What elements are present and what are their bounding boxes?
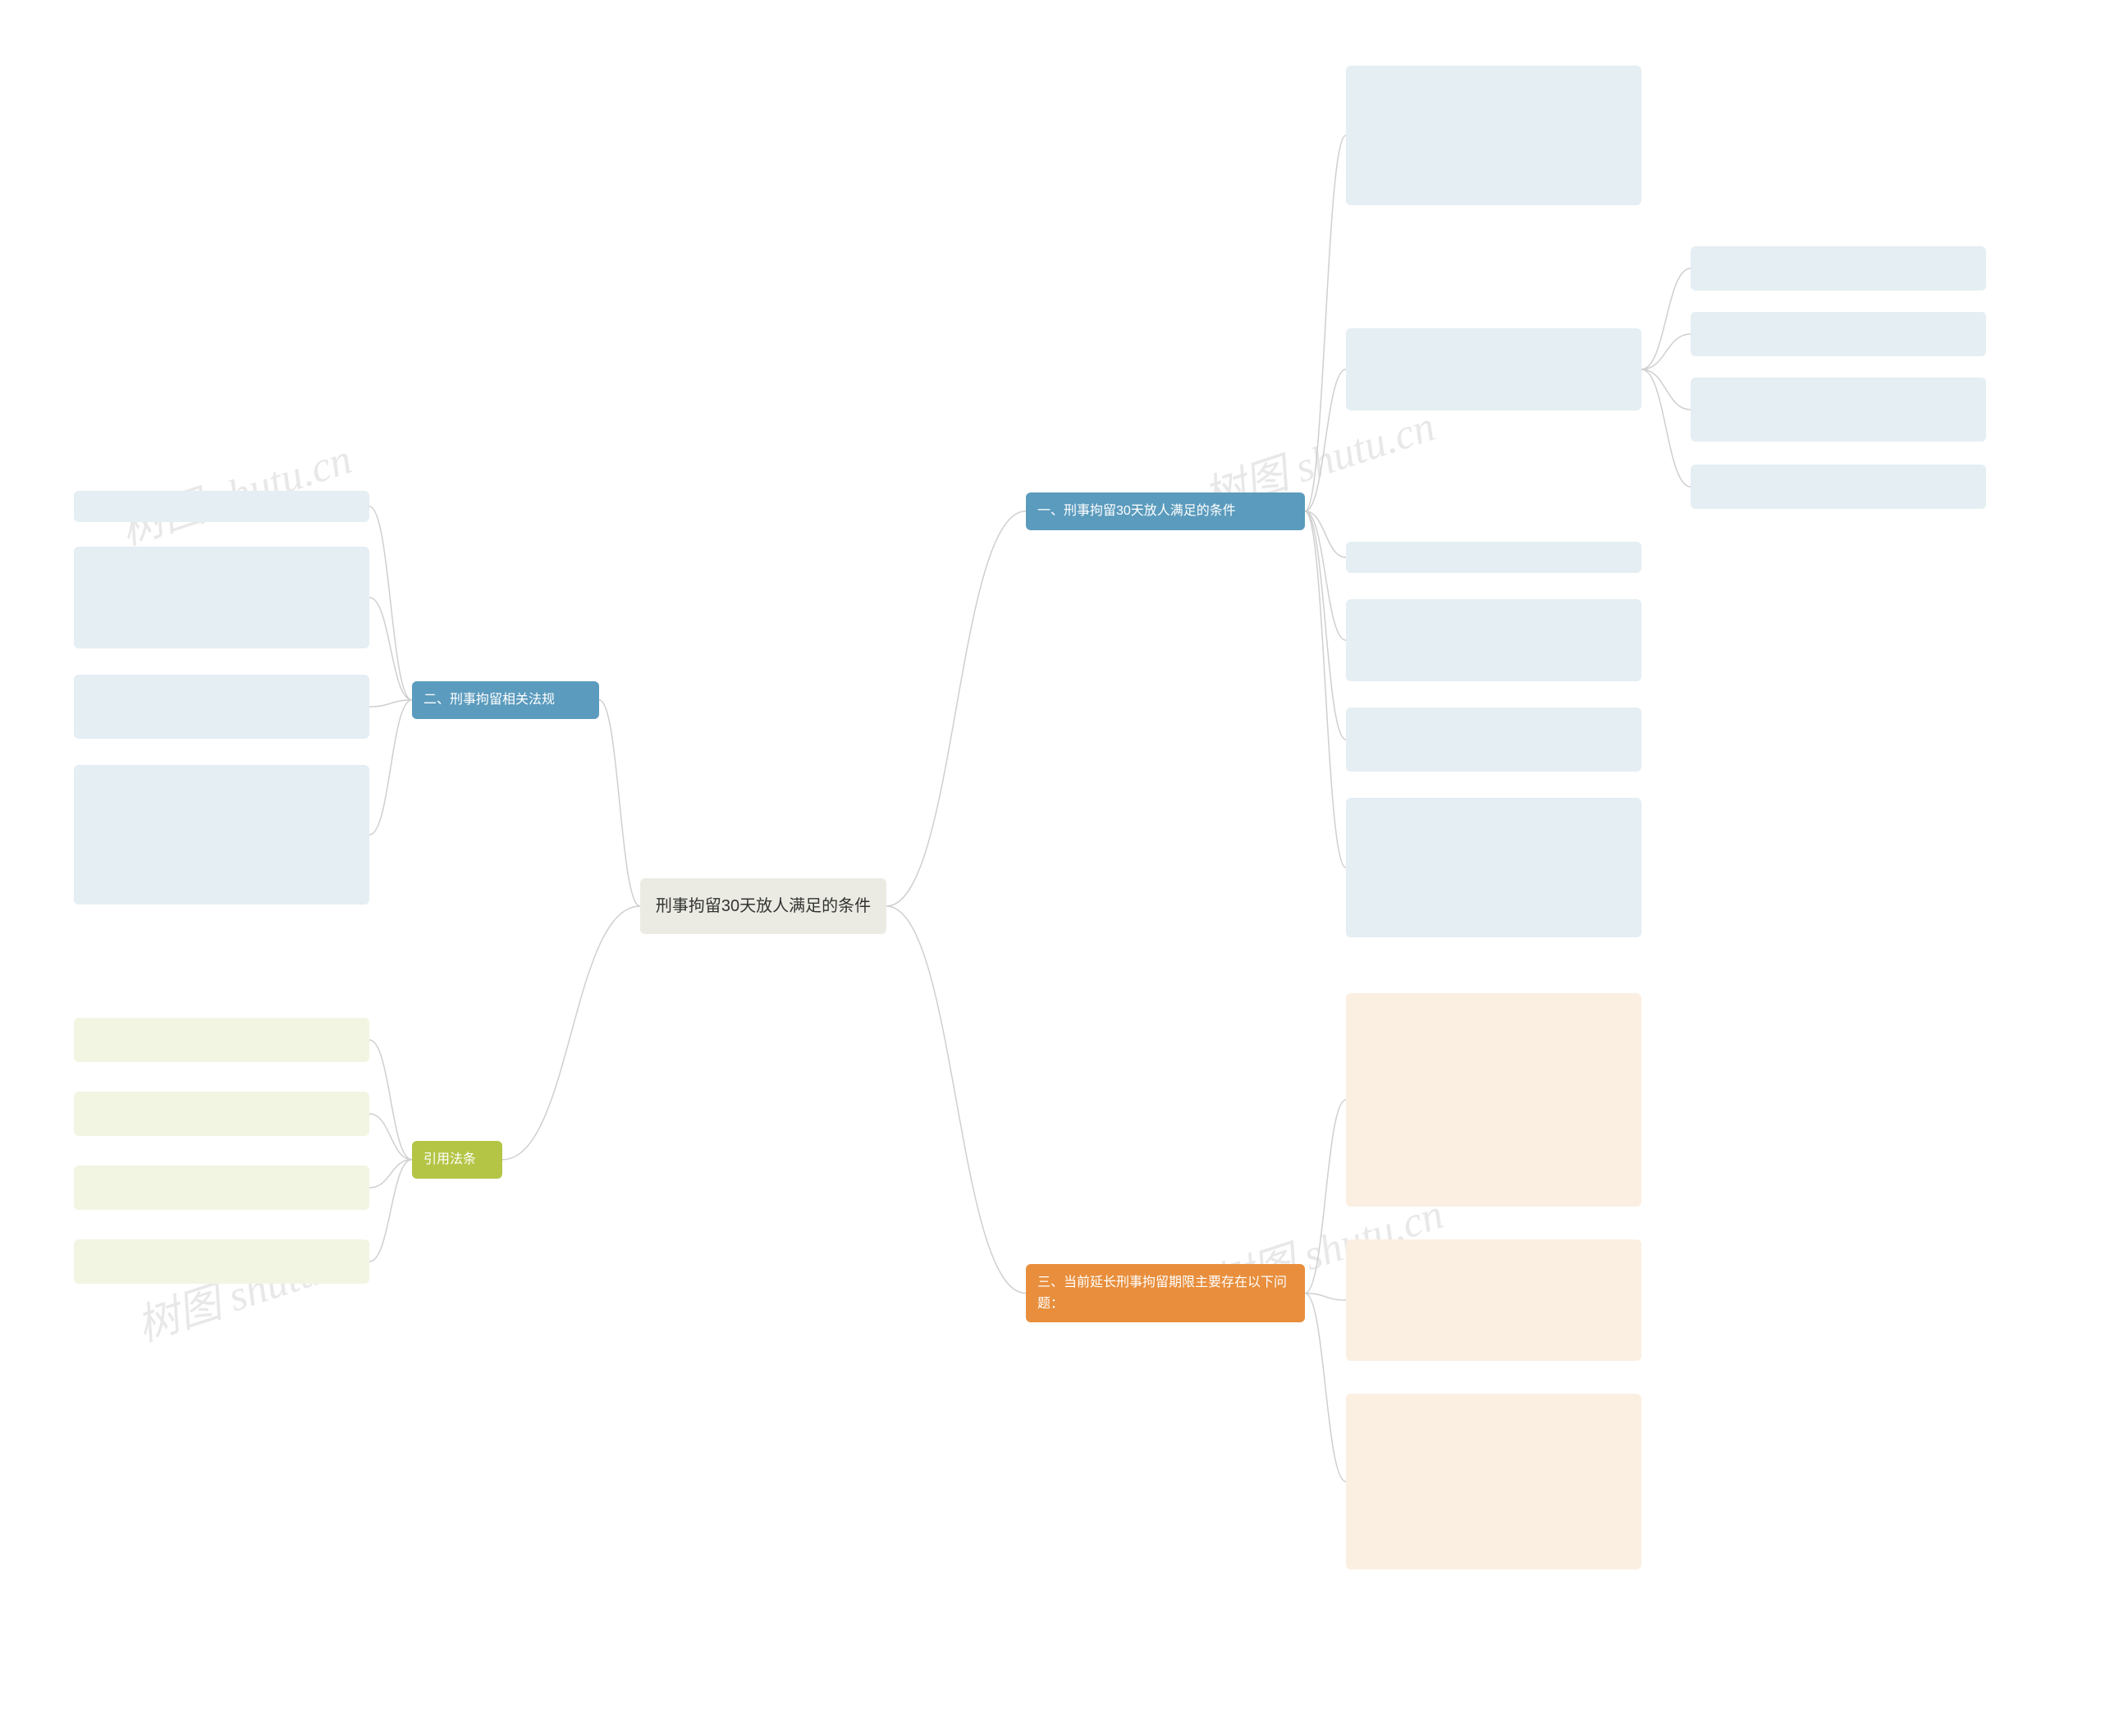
leaf <box>74 1018 369 1062</box>
leaf <box>74 491 369 522</box>
leaf <box>74 547 369 648</box>
section-s4-text: 引用法条 <box>423 1149 476 1170</box>
leaf <box>1691 378 1986 442</box>
leaf <box>1346 708 1641 772</box>
leaf <box>1346 798 1641 937</box>
leaf <box>74 1166 369 1210</box>
leaf <box>1346 993 1641 1207</box>
leaf <box>74 675 369 739</box>
section-s1: 一、刑事拘留30天放人满足的条件 <box>1026 492 1305 530</box>
section-s2-text: 二、刑事拘留相关法规 <box>423 689 555 711</box>
section-s1-text: 一、刑事拘留30天放人满足的条件 <box>1037 501 1236 522</box>
leaf <box>1346 66 1641 205</box>
leaf <box>74 765 369 905</box>
section-s2: 二、刑事拘留相关法规 <box>412 681 599 719</box>
leaf <box>1691 312 1986 356</box>
center-node: 刑事拘留30天放人满足的条件 <box>640 878 886 934</box>
leaf <box>1691 465 1986 509</box>
leaf <box>74 1092 369 1136</box>
section-s3: 三、当前延长刑事拘留期限主要存在以下问题： <box>1026 1264 1305 1322</box>
leaf <box>74 1239 369 1284</box>
center-node-text: 刑事拘留30天放人满足的条件 <box>656 893 871 919</box>
leaf <box>1346 542 1641 573</box>
section-s3-text: 三、当前延长刑事拘留期限主要存在以下问题： <box>1037 1272 1293 1314</box>
leaf <box>1346 599 1641 681</box>
section-s4: 引用法条 <box>412 1141 502 1179</box>
leaf <box>1691 246 1986 291</box>
leaf <box>1346 1239 1641 1361</box>
leaf <box>1346 1394 1641 1569</box>
leaf <box>1346 328 1641 410</box>
